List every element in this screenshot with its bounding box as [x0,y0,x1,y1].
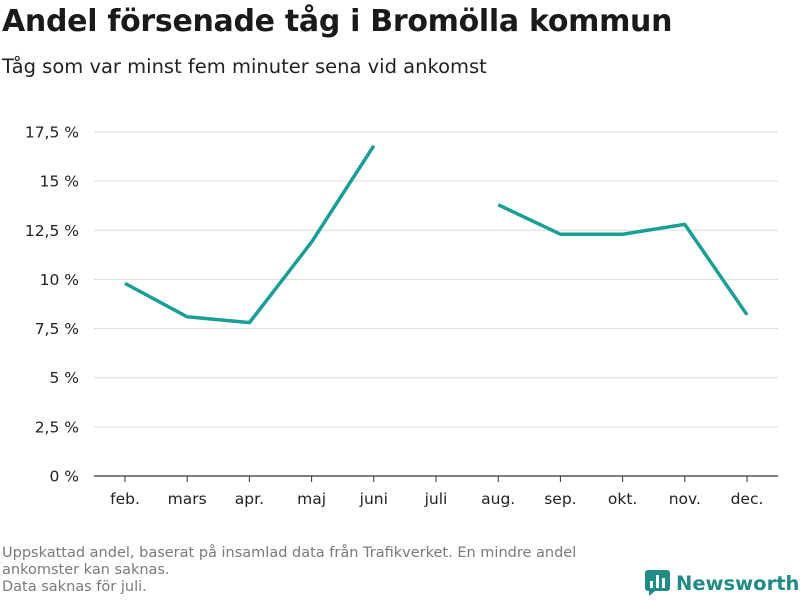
x-tick-label: juli [424,490,448,508]
brand: Newsworthy [645,570,800,596]
footnote-line: ankomster kan saknas. [2,562,170,578]
y-axis-ticks: 0 % 2,5 % 5 % 7,5 % 10 % 12,5 % 15 % 17,5 % [25,124,79,486]
chart-subtitle: Tåg som var minst fem minuter sena vid a… [2,55,487,78]
x-tick-label: aug. [481,490,515,508]
x-tick-label: nov. [669,490,701,508]
footnote: Uppskattad andel, baserat på insamlad da… [2,545,642,596]
y-tick-label: 12,5 % [25,222,79,240]
x-tick-label: dec. [731,490,764,508]
y-tick-label: 10 % [40,271,79,289]
newsworthy-logo-icon [645,570,670,596]
x-tick-label: mars [168,490,207,508]
y-tick-label: 2,5 % [35,418,79,436]
y-tick-label: 5 % [49,369,79,387]
x-tick-label: juni [359,490,388,508]
footnote-line: Uppskattad andel, baserat på insamlad da… [2,545,577,561]
x-axis: feb. mars apr. maj juni juli aug. sep. okt. nov. d… [110,476,763,508]
series-line [497,203,749,316]
y-tick-label: 0 % [49,468,79,486]
series-line [124,144,376,325]
x-tick-label: okt. [608,490,637,508]
y-tick-label: 17,5 % [25,124,79,142]
y-tick-label: 15 % [40,173,79,191]
chart-title: Andel försenade tåg i Bromölla kommun [2,4,673,39]
brand-name: Newsworthy [676,571,800,595]
x-tick-label: sep. [544,490,576,508]
x-tick-label: maj [297,490,326,508]
x-tick-label: apr. [235,490,264,508]
x-tick-label: feb. [110,490,140,508]
series-lines [124,144,749,325]
y-tick-label: 7,5 % [35,320,79,338]
grid-lines [94,131,778,477]
footnote-line: Data saknas för juli. [2,579,147,595]
